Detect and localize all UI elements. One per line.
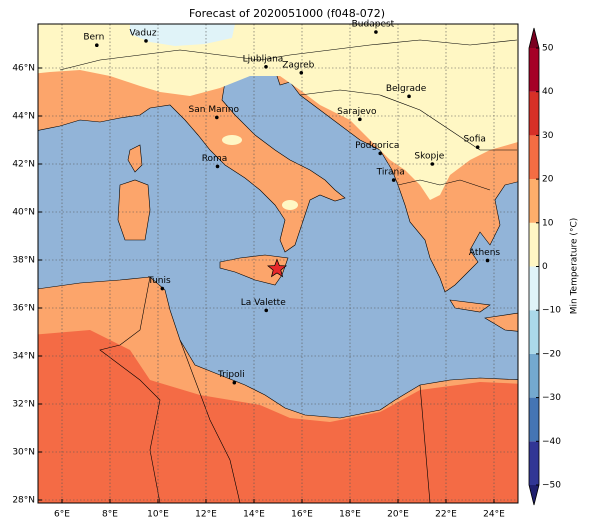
colorbar-tick-label: 10 (542, 218, 554, 228)
crete (449, 299, 491, 313)
colorbar-band (529, 441, 539, 485)
y-tick-label: 38°N (12, 255, 35, 265)
x-tick-label: 18°E (339, 510, 361, 520)
apennine-cool (222, 135, 242, 145)
colorbar-band (529, 397, 539, 442)
city-label: Roma (202, 154, 228, 164)
city-label: La Valette (241, 298, 286, 308)
colorbar-band (529, 266, 539, 311)
apennine-cool (282, 200, 298, 210)
colorbar-band (529, 353, 539, 398)
colorbar-tick-label: −30 (542, 393, 561, 403)
y-tick-label: 42°N (12, 159, 35, 169)
colorbar: −50 −40 −30 −20 −10 0 10 20 30 40 50 (528, 27, 561, 506)
colorbar-tick-label: 40 (542, 87, 554, 97)
x-tick-label: 8°E (102, 510, 118, 520)
city-dot (430, 162, 435, 166)
y-tick-label: 28°N (12, 495, 35, 505)
colorbar-band (529, 48, 539, 92)
colorbar-band (529, 179, 539, 223)
y-tick-label: 36°N (12, 303, 35, 313)
city-dot (160, 286, 165, 291)
y-tick-label: 30°N (12, 447, 35, 457)
colorbar-tick-label: −20 (542, 349, 561, 359)
colorbar-band (529, 222, 539, 267)
city-dot (264, 64, 268, 69)
city-label: San Marino (189, 105, 240, 115)
city-dot (475, 145, 480, 149)
city-dot (215, 115, 219, 120)
city-label: Athens (469, 248, 500, 258)
colorbar-over (529, 28, 539, 48)
city-dot (485, 258, 490, 263)
y-tick-label: 40°N (12, 207, 35, 217)
colorbar-tick-label: −40 (542, 437, 561, 447)
city-label: Sarajevo (337, 107, 377, 117)
city-label: Ljubljana (243, 54, 284, 64)
x-tick-label: 10°E (147, 510, 169, 520)
x-tick-label: 22°E (435, 510, 457, 520)
city-dot (407, 94, 411, 99)
colorbar-band (529, 310, 539, 354)
city-dot (358, 117, 362, 122)
colorbar-band (529, 135, 539, 180)
colorbar-tick-label: −50 (542, 481, 561, 491)
city-label: Vaduz (129, 28, 156, 38)
x-tick-label: 16°E (291, 510, 313, 520)
city-dot (144, 39, 148, 43)
anatolia (484, 312, 518, 332)
corsica (127, 144, 143, 173)
city-dot (95, 43, 99, 47)
colorbar-tick-label: 20 (542, 175, 554, 185)
city-dot (264, 308, 269, 313)
y-tick-label: 44°N (12, 111, 35, 121)
colorbar-under (529, 485, 539, 505)
colorbar-tick-label: −10 (542, 306, 561, 316)
sardinia (117, 179, 151, 241)
colorbar-tick-label: 30 (542, 131, 554, 141)
x-tick-label: 6°E (54, 510, 70, 520)
x-tick-label: 20°E (387, 510, 409, 520)
station-marker (267, 258, 288, 278)
y-tick-label: 32°N (12, 399, 35, 409)
city-dot (232, 380, 237, 385)
colorbar-label: Min Temperature (°C) (570, 218, 580, 315)
city-label: Bern (83, 33, 104, 43)
y-tick-label: 46°N (12, 63, 35, 73)
map-frame (37, 23, 519, 504)
y-tick-label: 34°N (12, 351, 35, 361)
city-label: Tripoli (217, 370, 245, 380)
city-dot (299, 70, 304, 75)
city-dot (215, 164, 220, 169)
city-label: Belgrade (386, 84, 427, 94)
colorbar-tick-label: 50 (542, 44, 554, 54)
x-tick-label: 14°E (243, 510, 265, 520)
city-label: Tirana (376, 168, 405, 178)
city-label: Zagreb (282, 60, 314, 70)
grid: 6°E 8°E 10°E 12°E 14°E 16°E 18°E 20°E 22°E 24°E 28… (12, 24, 518, 520)
city-dot (374, 30, 378, 34)
x-tick-label: 24°E (483, 510, 505, 520)
borders (59, 39, 518, 503)
hot-zone-south (38, 330, 518, 503)
city-label: Podgorica (355, 141, 399, 151)
colorbar-band (529, 91, 539, 136)
city-label: Skopje (414, 151, 444, 161)
city-label: Sofia (463, 135, 485, 145)
x-tick-label: 12°E (195, 510, 217, 520)
alps-cold (130, 24, 235, 46)
city-label: Tunis (147, 276, 171, 286)
colorbar-tick-label: 0 (542, 262, 548, 272)
city-dot (378, 151, 383, 156)
city-dot (391, 178, 396, 182)
map-title: Forecast of 2020051000 (f048-072) (189, 7, 385, 20)
